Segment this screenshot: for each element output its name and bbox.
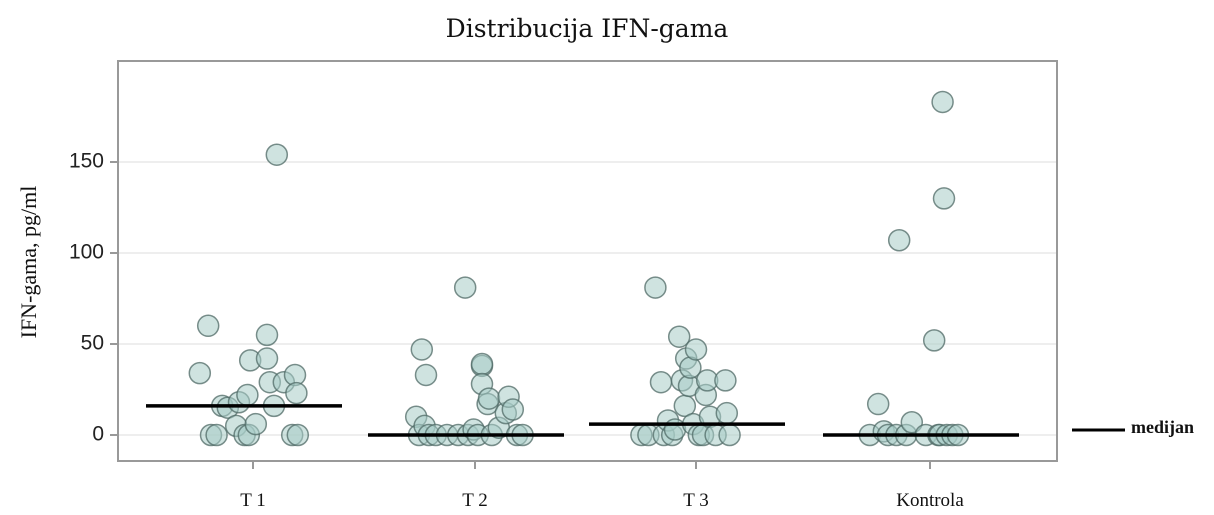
data-point	[236, 383, 259, 407]
data-point	[477, 387, 501, 410]
data-point	[286, 423, 310, 447]
data-point	[255, 323, 279, 347]
x-tick-label: T 2	[462, 490, 488, 511]
data-point	[265, 143, 289, 166]
legend-median-label: medijan	[1131, 417, 1194, 437]
legend: medijan	[1072, 417, 1194, 437]
data-point	[188, 361, 212, 385]
x-axis-ticks: T 1 T 2 T 3 Kontrola	[240, 461, 964, 511]
plot-frame	[117, 60, 1058, 462]
data-points	[188, 90, 970, 447]
median-lines	[146, 404, 1019, 437]
data-point	[244, 412, 268, 436]
data-point	[414, 363, 438, 387]
data-point	[714, 369, 737, 392]
y-tick-label: 0	[92, 423, 104, 446]
chart-title: Distribucija IFN-gama	[446, 14, 729, 43]
data-point	[649, 370, 673, 394]
grid-lines	[118, 161, 1057, 436]
data-point	[205, 423, 228, 447]
data-point	[887, 229, 911, 252]
data-point	[285, 381, 308, 405]
data-point	[644, 276, 667, 299]
data-point	[667, 325, 691, 348]
data-point	[684, 338, 708, 361]
data-point	[410, 338, 434, 361]
y-tick-label: 100	[69, 241, 104, 264]
data-point	[255, 347, 279, 370]
data-point	[718, 423, 741, 447]
data-point	[196, 314, 220, 338]
y-tick-label: 150	[69, 150, 104, 173]
x-tick-label: Kontrola	[896, 490, 964, 511]
data-point	[922, 329, 946, 352]
y-tick-label: 50	[81, 332, 104, 355]
data-point	[932, 187, 956, 210]
y-axis-label: IFN-gama, pg/ml	[16, 186, 41, 339]
data-point	[866, 392, 890, 416]
y-axis-ticks: 0 50 100 150	[69, 150, 118, 446]
x-tick-label: T 3	[683, 490, 709, 511]
x-tick-label: T 1	[240, 490, 266, 511]
data-point	[900, 411, 924, 434]
data-point	[501, 398, 525, 421]
data-point	[715, 401, 739, 425]
data-point	[931, 90, 954, 114]
data-point	[470, 352, 494, 376]
data-point	[453, 276, 477, 299]
